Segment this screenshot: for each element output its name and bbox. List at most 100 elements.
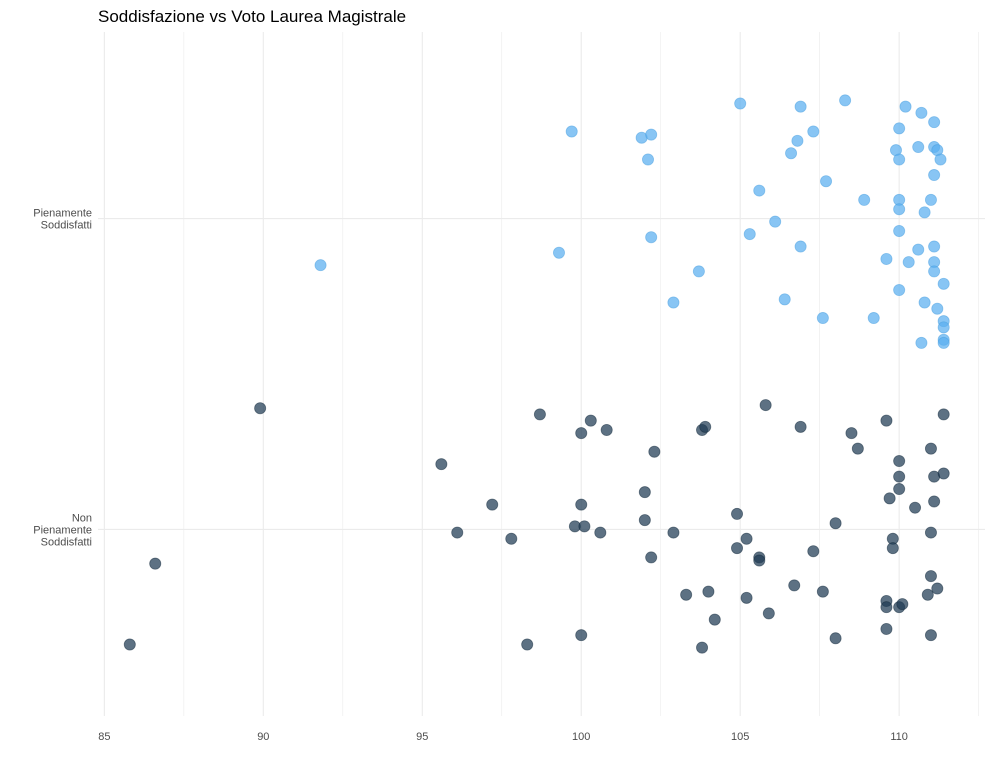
x-tick-label: 95 — [416, 731, 428, 743]
point-pienamente-soddisfatti — [867, 312, 880, 325]
point-pienamente-soddisfatti — [937, 336, 950, 349]
x-tick-label: 100 — [572, 731, 590, 743]
point-non-pienamente-soddisfatti — [807, 545, 820, 558]
point-non-pienamente-soddisfatti — [699, 420, 712, 433]
x-axis-tick-labels: 85 90 95 100 105 110 — [98, 731, 908, 743]
point-non-pienamente-soddisfatti — [638, 514, 651, 527]
point-pienamente-soddisfatti — [794, 240, 807, 253]
point-non-pienamente-soddisfatti — [533, 408, 546, 421]
point-pienamente-soddisfatti — [893, 224, 906, 237]
x-tick-label: 105 — [731, 731, 749, 743]
point-non-pienamente-soddisfatti — [924, 442, 937, 455]
point-non-pienamente-soddisfatti — [451, 526, 464, 539]
point-non-pienamente-soddisfatti — [575, 427, 588, 440]
point-non-pienamente-soddisfatti — [645, 551, 658, 564]
point-non-pienamente-soddisfatti — [880, 601, 893, 614]
point-non-pienamente-soddisfatti — [880, 622, 893, 635]
x-tick-label: 90 — [257, 731, 269, 743]
point-pienamente-soddisfatti — [839, 94, 852, 107]
point-pienamente-soddisfatti — [928, 169, 941, 182]
point-non-pienamente-soddisfatti — [708, 613, 721, 626]
point-non-pienamente-soddisfatti — [788, 579, 801, 592]
point-pienamente-soddisfatti — [924, 193, 937, 206]
point-non-pienamente-soddisfatti — [762, 607, 775, 620]
point-non-pienamente-soddisfatti — [680, 588, 693, 601]
point-non-pienamente-soddisfatti — [924, 570, 937, 583]
point-non-pienamente-soddisfatti — [909, 501, 922, 514]
x-tick-label: 110 — [890, 731, 908, 743]
point-pienamente-soddisfatti — [794, 100, 807, 113]
point-non-pienamente-soddisfatti — [505, 532, 518, 545]
point-non-pienamente-soddisfatti — [486, 498, 499, 511]
point-non-pienamente-soddisfatti — [575, 629, 588, 642]
chart-title: Soddisfazione vs Voto Laurea Magistrale — [98, 7, 406, 26]
data-points — [123, 94, 950, 654]
point-non-pienamente-soddisfatti — [924, 526, 937, 539]
point-non-pienamente-soddisfatti — [575, 498, 588, 511]
y-tick-label: Pienamente Soddisfatti — [33, 208, 92, 232]
point-non-pienamente-soddisfatti — [937, 408, 950, 421]
point-non-pienamente-soddisfatti — [893, 455, 906, 468]
point-pienamente-soddisfatti — [931, 302, 944, 315]
point-non-pienamente-soddisfatti — [937, 467, 950, 480]
point-non-pienamente-soddisfatti — [759, 399, 772, 412]
point-non-pienamente-soddisfatti — [893, 483, 906, 496]
point-pienamente-soddisfatti — [692, 265, 705, 278]
point-pienamente-soddisfatti — [893, 153, 906, 166]
point-non-pienamente-soddisfatti — [829, 632, 842, 645]
point-non-pienamente-soddisfatti — [893, 470, 906, 483]
grid-lines — [98, 32, 985, 716]
point-non-pienamente-soddisfatti — [816, 585, 829, 598]
point-pienamente-soddisfatti — [785, 147, 798, 160]
point-pienamente-soddisfatti — [902, 256, 915, 269]
point-pienamente-soddisfatti — [880, 252, 893, 265]
point-non-pienamente-soddisfatti — [578, 520, 591, 533]
point-pienamente-soddisfatti — [928, 265, 941, 278]
point-pienamente-soddisfatti — [552, 246, 565, 259]
point-non-pienamente-soddisfatti — [521, 638, 534, 651]
point-pienamente-soddisfatti — [645, 128, 658, 141]
point-non-pienamente-soddisfatti — [638, 486, 651, 499]
point-pienamente-soddisfatti — [778, 293, 791, 306]
point-non-pienamente-soddisfatti — [149, 557, 162, 570]
point-non-pienamente-soddisfatti — [696, 641, 709, 654]
point-pienamente-soddisfatti — [928, 240, 941, 253]
point-non-pienamente-soddisfatti — [584, 414, 597, 427]
point-pienamente-soddisfatti — [734, 97, 747, 110]
point-non-pienamente-soddisfatti — [921, 588, 934, 601]
point-pienamente-soddisfatti — [667, 296, 680, 309]
point-non-pienamente-soddisfatti — [896, 598, 909, 611]
point-pienamente-soddisfatti — [893, 203, 906, 216]
point-non-pienamente-soddisfatti — [702, 585, 715, 598]
point-pienamente-soddisfatti — [791, 134, 804, 147]
point-pienamente-soddisfatti — [642, 153, 655, 166]
point-non-pienamente-soddisfatti — [600, 423, 613, 436]
point-pienamente-soddisfatti — [912, 141, 925, 154]
point-pienamente-soddisfatti — [918, 206, 931, 219]
point-non-pienamente-soddisfatti — [740, 532, 753, 545]
point-non-pienamente-soddisfatti — [931, 582, 944, 595]
point-non-pienamente-soddisfatti — [594, 526, 607, 539]
point-non-pienamente-soddisfatti — [886, 542, 899, 555]
point-pienamente-soddisfatti — [928, 116, 941, 129]
point-non-pienamente-soddisfatti — [435, 458, 448, 471]
point-pienamente-soddisfatti — [753, 184, 766, 197]
point-non-pienamente-soddisfatti — [924, 629, 937, 642]
point-non-pienamente-soddisfatti — [731, 507, 744, 520]
point-non-pienamente-soddisfatti — [753, 554, 766, 567]
point-pienamente-soddisfatti — [743, 228, 756, 241]
point-non-pienamente-soddisfatti — [123, 638, 136, 651]
point-pienamente-soddisfatti — [937, 277, 950, 290]
y-axis-tick-labels: Non Pienamente Soddisfatti Pienamente Soddis… — [33, 208, 92, 549]
point-non-pienamente-soddisfatti — [794, 420, 807, 433]
point-pienamente-soddisfatti — [645, 231, 658, 244]
point-pienamente-soddisfatti — [807, 125, 820, 138]
point-non-pienamente-soddisfatti — [648, 445, 661, 458]
point-pienamente-soddisfatti — [937, 321, 950, 334]
point-non-pienamente-soddisfatti — [880, 414, 893, 427]
point-non-pienamente-soddisfatti — [829, 517, 842, 530]
point-pienamente-soddisfatti — [915, 336, 928, 349]
point-pienamente-soddisfatti — [769, 215, 782, 228]
point-non-pienamente-soddisfatti — [731, 542, 744, 555]
